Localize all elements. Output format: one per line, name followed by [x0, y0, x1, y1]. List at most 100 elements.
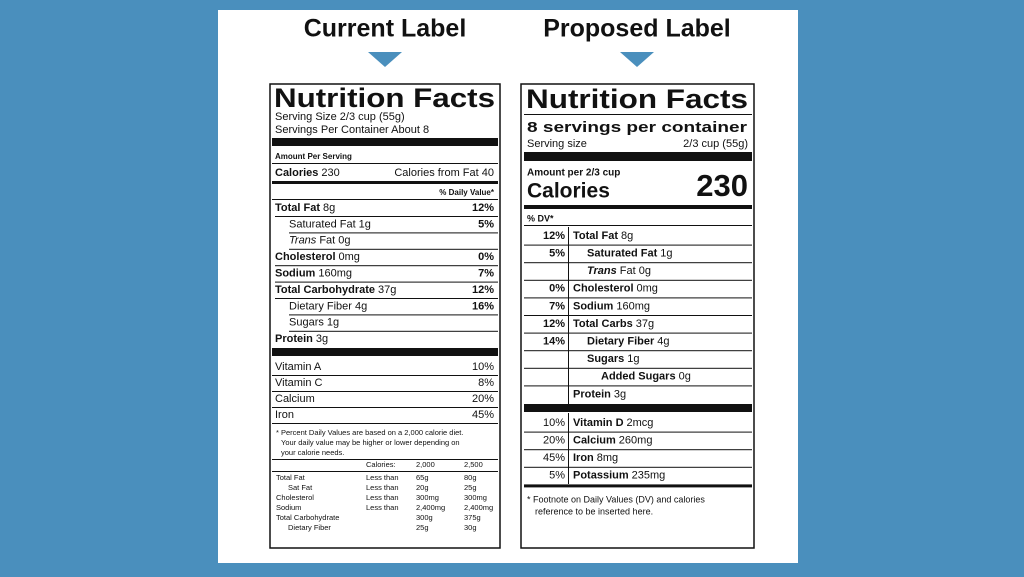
- rule: [272, 423, 498, 424]
- label-text: Trans: [289, 235, 317, 247]
- label-text: Amount Per Serving: [275, 152, 352, 161]
- label-text: Total Carbohydrate: [276, 513, 339, 522]
- rule: [524, 262, 752, 264]
- label-text: Saturated Fat: [587, 248, 658, 260]
- label-text: Calcium: [573, 435, 616, 447]
- rule: [272, 375, 498, 376]
- rule: [524, 315, 752, 316]
- rule: [524, 431, 752, 433]
- rule: [524, 152, 752, 161]
- label-text: 65g: [416, 473, 429, 482]
- label-text: 0g: [679, 371, 691, 383]
- label-text: 8g: [621, 230, 633, 242]
- rule: [272, 199, 498, 200]
- label-text: Potassium: [573, 470, 629, 482]
- rule: [524, 484, 752, 488]
- label-text: 45%: [543, 452, 565, 464]
- rule: [275, 298, 498, 299]
- label-text: 2,400mg: [416, 503, 445, 512]
- rule: [524, 297, 752, 299]
- label-text: Total Carbs: [573, 318, 633, 330]
- label-text: 0%: [549, 283, 565, 295]
- label-text: 2,000: [416, 460, 435, 469]
- label-text: 1g: [627, 353, 639, 365]
- label-text: 5%: [549, 470, 565, 482]
- label-text: Protein: [275, 333, 313, 345]
- label-text: Vitamin C: [275, 377, 323, 389]
- label-text: * Footnote on Daily Values (DV) and calo…: [527, 494, 705, 504]
- label-text: 30g: [464, 523, 477, 532]
- label-text: Iron: [275, 409, 294, 421]
- label-text: 300mg: [464, 493, 487, 502]
- label-text: Total Fat: [275, 202, 320, 214]
- label-text: 230: [696, 168, 748, 203]
- label-text: Fat 0g: [319, 235, 350, 247]
- label-text: 2,400mg: [464, 503, 493, 512]
- label-text: 45%: [472, 409, 494, 421]
- label-text: Saturated Fat: [289, 218, 356, 230]
- label-text: Sat Fat: [288, 483, 313, 492]
- label-text: 25g: [416, 523, 429, 532]
- label-text: 37g: [636, 318, 654, 330]
- label-text: Vitamin D: [573, 417, 624, 429]
- rule: [275, 265, 498, 267]
- rule: [568, 227, 569, 404]
- label-text: 4g: [355, 300, 367, 312]
- label-text: 3g: [316, 333, 328, 345]
- label-text: 0mg: [339, 251, 360, 263]
- label-text: Amount per 2/3 cup: [527, 168, 620, 179]
- rule: [289, 330, 498, 332]
- rule: [524, 350, 752, 352]
- label-text: 300mg: [416, 493, 439, 502]
- label-text: 3g: [614, 388, 626, 400]
- label-text: Total Fat: [573, 230, 618, 242]
- label-text: Servings Per Container About 8: [275, 124, 429, 136]
- rule: [524, 449, 752, 451]
- rule: [524, 279, 752, 281]
- rule: [524, 466, 752, 468]
- label-text: 16%: [472, 300, 494, 312]
- label-text: Dietary Fiber: [587, 336, 655, 348]
- label-text: 230: [321, 167, 339, 179]
- rule: [524, 332, 752, 334]
- label-text: 375g: [464, 513, 481, 522]
- label-text: Dietary Fiber: [288, 523, 331, 532]
- label-text: Calcium: [275, 393, 315, 405]
- label-text: 10%: [472, 361, 494, 373]
- rule: [272, 181, 498, 184]
- label-text: 12%: [543, 318, 565, 330]
- label-text: Sugars: [289, 317, 324, 329]
- rule: [568, 413, 569, 484]
- label-text: 160mg: [616, 300, 650, 312]
- label-text: 260mg: [619, 435, 653, 447]
- rule: [289, 248, 498, 250]
- rule: [272, 471, 498, 472]
- label-text: Less than: [366, 483, 399, 492]
- label-text: * Percent Daily Values are based on a 2,…: [276, 428, 463, 437]
- label-text: % Daily Value*: [439, 188, 495, 197]
- label-title: Nutrition Facts: [526, 84, 748, 114]
- label-text: Less than: [366, 503, 399, 512]
- label-text: your calorie needs.: [281, 448, 344, 457]
- label-text: 4g: [657, 336, 669, 348]
- label-text: 160mg: [318, 268, 352, 280]
- label-text: 1g: [327, 317, 339, 329]
- rule: [272, 391, 498, 392]
- label-text: % DV*: [527, 213, 554, 223]
- rule: [524, 385, 752, 387]
- label-text: Fat 0g: [620, 265, 651, 277]
- label-text: Less than: [366, 473, 399, 482]
- label-text: Added Sugars: [601, 371, 676, 383]
- label-text: Calories from Fat 40: [394, 167, 494, 179]
- label-text: Dietary Fiber: [289, 300, 352, 312]
- label-text: Iron: [573, 452, 594, 464]
- label-text: Sodium: [276, 503, 301, 512]
- label-text: 8 servings per container: [527, 119, 747, 136]
- label-text: Trans: [587, 265, 617, 277]
- rule: [275, 216, 498, 217]
- label-text: 80g: [464, 473, 477, 482]
- label-text: 1g: [359, 218, 371, 230]
- label-text: Cholesterol: [276, 493, 314, 502]
- label-text: 25g: [464, 483, 477, 492]
- rule: [524, 404, 752, 412]
